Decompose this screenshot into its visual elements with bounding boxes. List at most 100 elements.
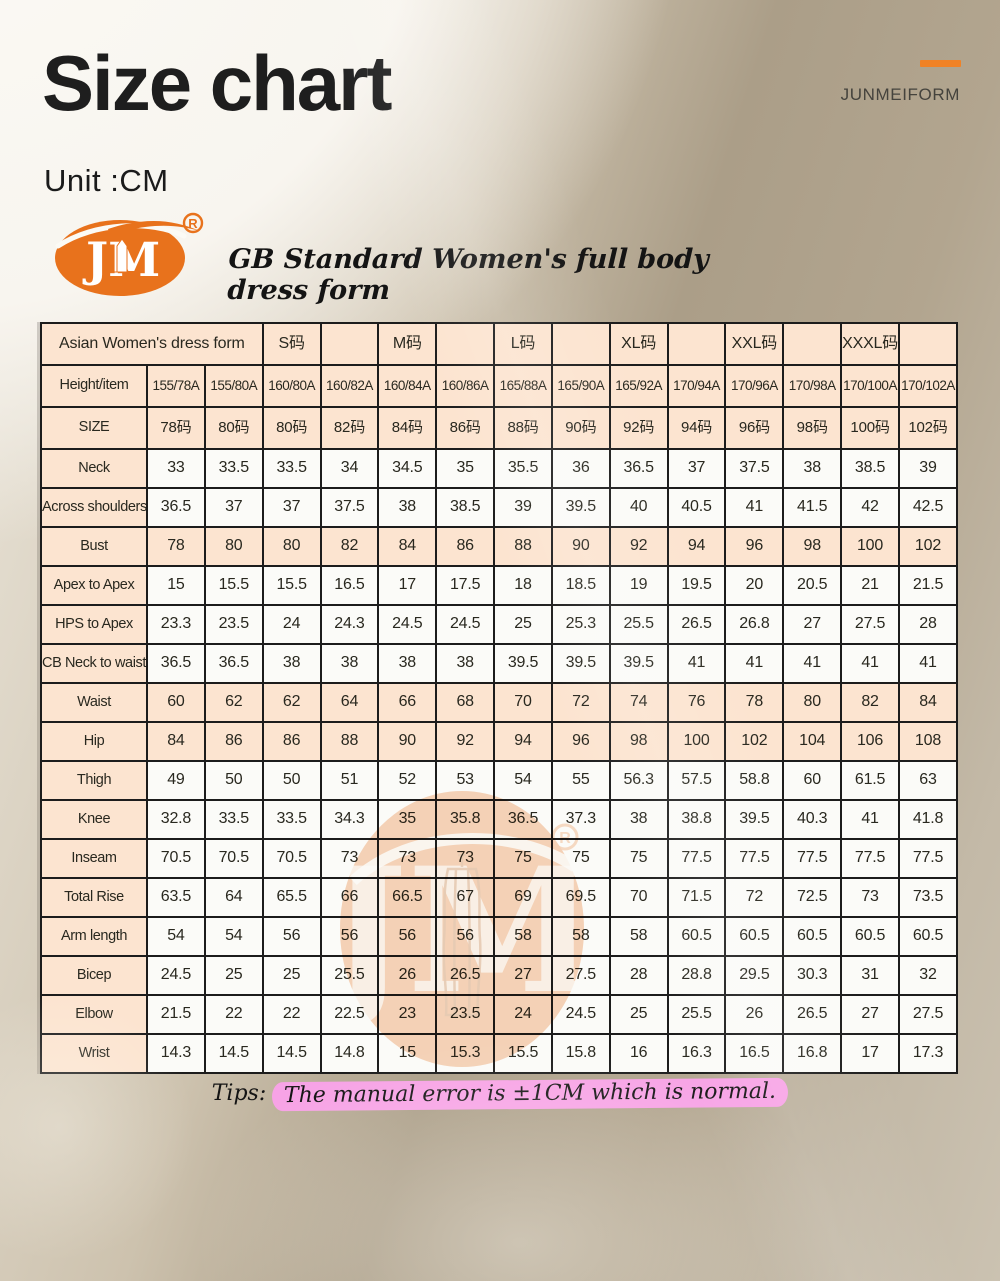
height-value-cell: 165/90A <box>550 364 611 408</box>
value-cell: 62 <box>203 682 264 723</box>
value-cell: 15 <box>377 1033 438 1074</box>
value-cell: 39.5 <box>550 487 611 528</box>
row-label-cell: Apex to Apex <box>40 565 148 606</box>
value-cell: 60.5 <box>724 916 785 957</box>
value-cell: 25.5 <box>666 994 727 1035</box>
value-cell: 71.5 <box>666 877 727 918</box>
value-cell: 98 <box>782 526 843 567</box>
value-cell: 73 <box>840 877 900 918</box>
value-cell: 25.5 <box>319 955 380 996</box>
value-cell: 16.3 <box>666 1033 727 1074</box>
value-cell: 24.3 <box>319 604 380 645</box>
size-group-cell: XL码 <box>608 322 669 366</box>
value-cell: 38.5 <box>435 487 496 528</box>
value-cell: 26.5 <box>435 955 496 996</box>
value-cell: 54 <box>493 760 553 801</box>
size-chart-table: Asian Women's dress form S码 M码 L码 XL码 XXL码 XXX… <box>40 322 959 1074</box>
value-cell: 94 <box>666 526 727 567</box>
value-cell: 41.5 <box>782 487 843 528</box>
value-cell: 74 <box>608 682 669 723</box>
row-label-cell: Bicep <box>40 955 148 996</box>
row-label-cell: HPS to Apex <box>40 604 148 645</box>
value-cell: 98 <box>608 721 669 762</box>
value-cell: 25 <box>203 955 264 996</box>
value-cell: 77.5 <box>782 838 843 879</box>
value-cell: 58 <box>493 916 553 957</box>
value-cell: 102 <box>724 721 785 762</box>
value-cell: 25 <box>608 994 669 1035</box>
value-cell: 40.5 <box>666 487 727 528</box>
size-value-cell: 80码 <box>261 406 322 450</box>
value-cell: 78 <box>724 682 785 723</box>
value-cell: 27.5 <box>840 604 900 645</box>
unit-label: Unit :CM <box>44 163 169 198</box>
value-cell: 18.5 <box>550 565 611 606</box>
value-cell: 25 <box>493 604 553 645</box>
value-cell: 58.8 <box>724 760 785 801</box>
value-cell: 27 <box>840 994 900 1035</box>
value-cell: 77.5 <box>840 838 900 879</box>
value-cell: 17 <box>377 565 438 606</box>
value-cell: 22 <box>203 994 264 1035</box>
size-value-cell: 96码 <box>724 406 785 450</box>
value-cell: 86 <box>203 721 264 762</box>
value-cell: 22 <box>261 994 322 1035</box>
value-cell: 54 <box>146 916 206 957</box>
value-cell: 27.5 <box>897 994 959 1035</box>
size-value-cell: 102码 <box>897 406 959 450</box>
value-cell: 35 <box>435 448 496 489</box>
value-cell: 15.5 <box>203 565 264 606</box>
value-cell: 17.3 <box>897 1033 959 1074</box>
height-value-cell: 170/94A <box>666 364 727 408</box>
value-cell: 24.5 <box>550 994 611 1035</box>
size-group-cell <box>319 322 380 366</box>
value-cell: 24.5 <box>435 604 496 645</box>
value-cell: 70 <box>608 877 669 918</box>
value-cell: 54 <box>203 916 264 957</box>
value-cell: 23.5 <box>203 604 264 645</box>
value-cell: 73 <box>435 838 496 879</box>
value-cell: 60.5 <box>840 916 900 957</box>
value-cell: 73.5 <box>897 877 959 918</box>
value-cell: 51 <box>319 760 380 801</box>
height-value-cell: 155/80A <box>203 364 264 408</box>
registered-mark-icon: R <box>182 212 204 234</box>
value-cell: 73 <box>319 838 380 879</box>
size-group-cell: L码 <box>493 322 553 366</box>
value-cell: 40.3 <box>782 799 843 840</box>
value-cell: 108 <box>897 721 959 762</box>
value-cell: 27 <box>782 604 843 645</box>
value-cell: 27 <box>493 955 553 996</box>
value-cell: 26 <box>724 994 785 1035</box>
row-label-cell: Across shoulders <box>40 487 148 528</box>
value-cell: 70.5 <box>203 838 264 879</box>
value-cell: 26 <box>377 955 438 996</box>
value-cell: 90 <box>377 721 438 762</box>
value-cell: 38.5 <box>840 448 900 489</box>
height-value-cell: 160/80A <box>261 364 322 408</box>
value-cell: 84 <box>377 526 438 567</box>
value-cell: 96 <box>724 526 785 567</box>
height-value-cell: 160/86A <box>435 364 496 408</box>
value-cell: 39.5 <box>724 799 785 840</box>
value-cell: 16.8 <box>782 1033 843 1074</box>
value-cell: 23 <box>377 994 438 1035</box>
value-cell: 102 <box>897 526 959 567</box>
value-cell: 39.5 <box>493 643 553 684</box>
value-cell: 66 <box>377 682 438 723</box>
value-cell: 75 <box>608 838 669 879</box>
value-cell: 37 <box>261 487 322 528</box>
value-cell: 23.5 <box>435 994 496 1035</box>
value-cell: 56 <box>377 916 438 957</box>
value-cell: 88 <box>493 526 553 567</box>
value-cell: 62 <box>261 682 322 723</box>
value-cell: 64 <box>319 682 380 723</box>
value-cell: 52 <box>377 760 438 801</box>
value-cell: 77.5 <box>666 838 727 879</box>
value-cell: 19 <box>608 565 669 606</box>
row-label-cell: Waist <box>40 682 148 723</box>
value-cell: 41 <box>897 643 959 684</box>
height-value-cell: 155/78A <box>146 364 206 408</box>
value-cell: 20.5 <box>782 565 843 606</box>
